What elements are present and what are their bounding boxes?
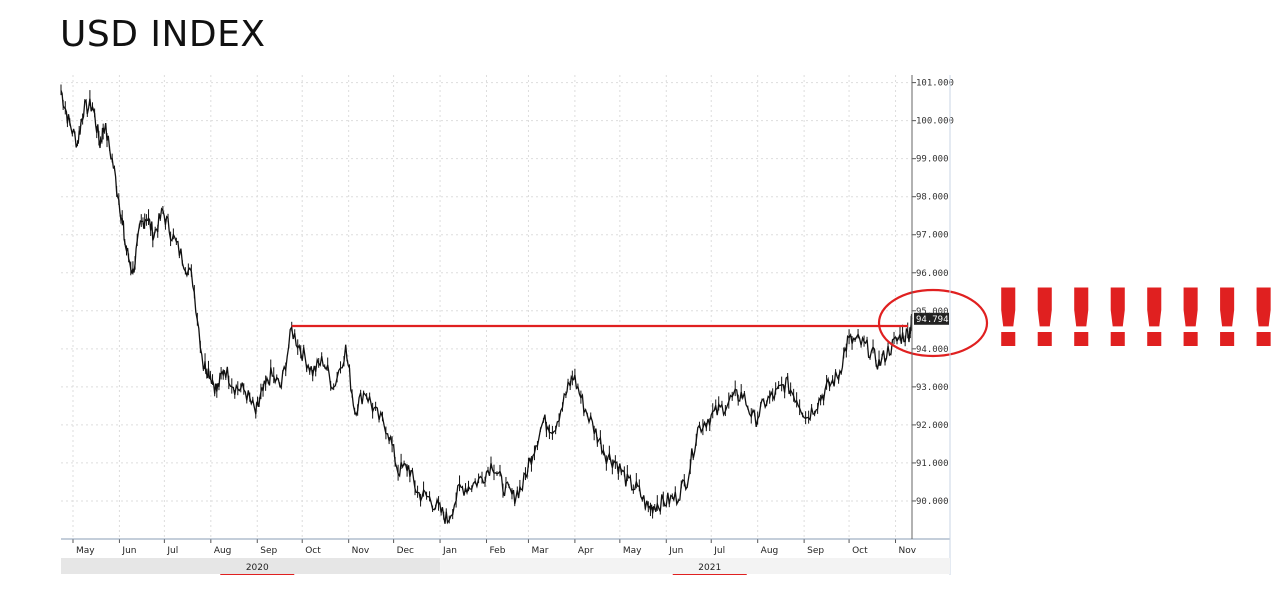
y-tick-label: 101.000 (916, 79, 954, 89)
y-tick-label: 91.000 (916, 459, 949, 469)
y-tick-label: 96.000 (916, 269, 949, 279)
x-tick-label: Oct (852, 546, 868, 556)
x-tick-label: Mar (531, 546, 548, 556)
x-tick-label: Jul (713, 546, 725, 556)
year-band-2020 (61, 558, 441, 574)
last-price-badge (914, 312, 949, 325)
y-tick-label: 97.000 (916, 231, 949, 241)
year-label: 2021 (698, 563, 721, 573)
x-tick-label: Dec (397, 546, 414, 556)
x-tick-label: Jun (668, 546, 683, 556)
y-tick-label: 98.000 (916, 193, 949, 203)
x-tick-label: Sep (807, 546, 824, 556)
highlight-circle (877, 288, 989, 358)
y-tick-label: 95.000 (916, 307, 949, 317)
x-tick-label: Apr (578, 546, 594, 556)
y-tick-label: 90.000 (916, 497, 949, 507)
y-tick-label: 100.000 (916, 117, 954, 127)
x-tick-label: Sep (260, 546, 277, 556)
y-tick-label: 93.000 (916, 383, 949, 393)
x-tick-label: Aug (761, 546, 779, 556)
year-band-2021 (440, 558, 950, 574)
exclamation-annotation: !!!!!!!! (990, 272, 1280, 365)
x-tick-label: Nov (899, 546, 917, 556)
y-tick-label: 92.000 (916, 421, 949, 431)
x-tick-label: Oct (305, 546, 321, 556)
x-tick-label: Nov (352, 546, 370, 556)
y-tick-label: 94.000 (916, 345, 949, 355)
x-tick-label: Jul (166, 546, 178, 556)
x-tick-label: May (623, 546, 642, 556)
x-tick-label: Aug (214, 546, 232, 556)
x-tick-label: May (76, 546, 95, 556)
grid (61, 75, 912, 539)
y-tick-label: 99.000 (916, 155, 949, 165)
x-tick-label: Jan (442, 546, 457, 556)
axes: 101.000 100.000 99.000 98.000 97.000 96.000 95… (61, 75, 954, 575)
x-tick-label: Jun (121, 546, 136, 556)
last-price-label: 94.794 (916, 315, 949, 325)
x-tick-label: Feb (490, 546, 506, 556)
year-label: 2020 (246, 563, 269, 573)
page-title: USD INDEX (60, 14, 266, 55)
price-series (60, 84, 913, 525)
